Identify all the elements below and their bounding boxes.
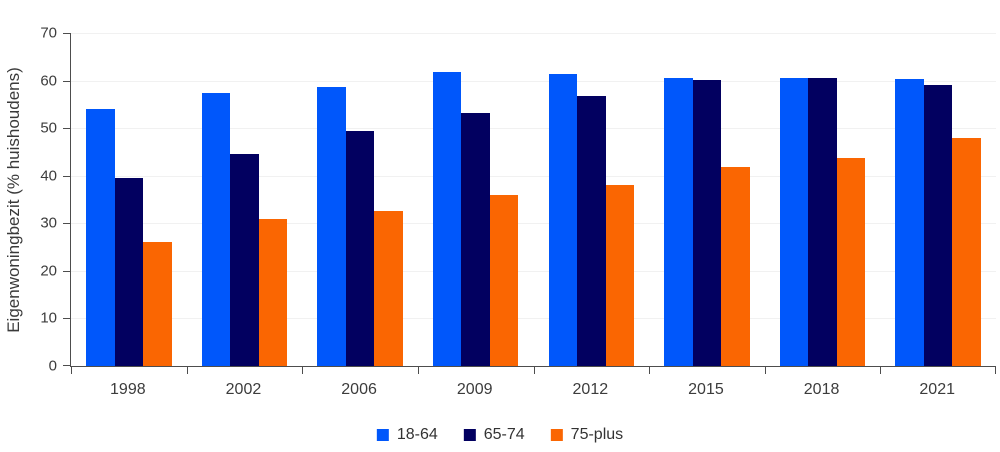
y-tick-mark (63, 365, 70, 366)
x-axis-label: 2018 (803, 381, 840, 398)
bar-18-64 (317, 86, 346, 366)
legend-item: 18-64 (376, 426, 438, 444)
bar-75-plus (721, 167, 750, 366)
y-tick-mark (63, 128, 70, 130)
bar-75-plus (952, 137, 981, 366)
gridline (71, 223, 996, 225)
x-tick-mark (995, 367, 996, 374)
bar-75-plus (258, 219, 288, 366)
y-tick-mark (63, 318, 70, 320)
bar-18-64 (548, 73, 578, 366)
bar-75-plus (489, 194, 519, 366)
bar-group (765, 33, 881, 366)
gridline (71, 128, 996, 130)
y-tick-label: 40 (40, 167, 57, 185)
bar-65-74 (923, 84, 953, 366)
x-tick-mark (880, 367, 882, 374)
legend-label: 75-plus (570, 426, 624, 443)
y-tick-label: 50 (40, 119, 57, 137)
x-axis-label: 2021 (919, 381, 955, 398)
gridline (71, 175, 996, 177)
bar-75-plus (374, 210, 403, 366)
x-tick-mark (302, 367, 304, 374)
x-axis-label: 2006 (341, 381, 377, 398)
x-axis-label: 2012 (572, 381, 609, 398)
gridline (71, 33, 996, 34)
y-tick-label: 60 (40, 72, 57, 90)
legend-swatch-icon (463, 429, 476, 441)
gridline (71, 270, 996, 272)
y-tick-mark (63, 270, 70, 272)
bar-group (534, 33, 650, 366)
y-tick-label: 0 (48, 357, 57, 375)
legend-item: 65-74 (463, 426, 525, 444)
x-tick-mark (417, 367, 419, 374)
x-axis-label: 1998 (110, 381, 146, 398)
legend-item: 75-plus (550, 426, 624, 444)
bar-75-plus (605, 185, 635, 366)
x-tick-mark (533, 367, 535, 374)
bar-group (71, 33, 187, 366)
y-tick-mark (63, 223, 70, 225)
y-tick-label: 70 (40, 24, 57, 42)
bar-group (187, 33, 303, 366)
bar-group (880, 33, 996, 366)
x-tick-mark (764, 367, 766, 374)
y-tick-mark (63, 33, 70, 34)
y-axis-title: Eigenwoningbezit (% huishoudens) (4, 67, 23, 333)
bar-18-64 (664, 77, 693, 366)
bar-group (418, 33, 534, 366)
bar-18-64 (779, 78, 809, 366)
y-tick-label: 10 (40, 309, 57, 327)
legend-swatch-icon (550, 429, 563, 441)
y-tick-label: 30 (40, 214, 57, 232)
x-axis-label: 2002 (225, 381, 262, 398)
plot-area: 0 10 20 30 40 50 60 70 (40, 25, 996, 375)
gridline (71, 318, 996, 320)
bar-18-64 (432, 71, 462, 366)
legend-label: 18-64 (396, 426, 438, 443)
legend: 18-64 65-74 75-plus (376, 426, 624, 444)
bar-18-64 (201, 92, 231, 366)
bar-65-74 (345, 131, 375, 366)
y-tick-mark (63, 175, 70, 177)
legend-swatch-icon (376, 429, 389, 441)
bar-65-74 (692, 79, 722, 366)
bar-group (302, 33, 418, 366)
bar-75-plus (836, 157, 866, 366)
x-axis-label: 2009 (456, 381, 493, 398)
x-tick-mark (71, 367, 72, 374)
bar-65-74 (230, 153, 259, 366)
bar-18-64 (895, 79, 924, 366)
x-axis-label: 2015 (688, 381, 724, 398)
y-tick-label: 20 (40, 262, 57, 280)
gridline (71, 80, 996, 82)
bar-65-74 (114, 178, 144, 366)
bar-65-74 (461, 112, 490, 366)
bar-65-74 (808, 78, 837, 366)
bar-18-64 (86, 108, 115, 366)
bar-group (649, 33, 765, 366)
x-tick-mark (649, 367, 651, 374)
x-tick-mark (186, 367, 188, 374)
legend-label: 65-74 (483, 426, 525, 443)
y-tick-mark (63, 80, 70, 82)
bar-65-74 (577, 96, 606, 366)
bar-75-plus (143, 241, 172, 366)
